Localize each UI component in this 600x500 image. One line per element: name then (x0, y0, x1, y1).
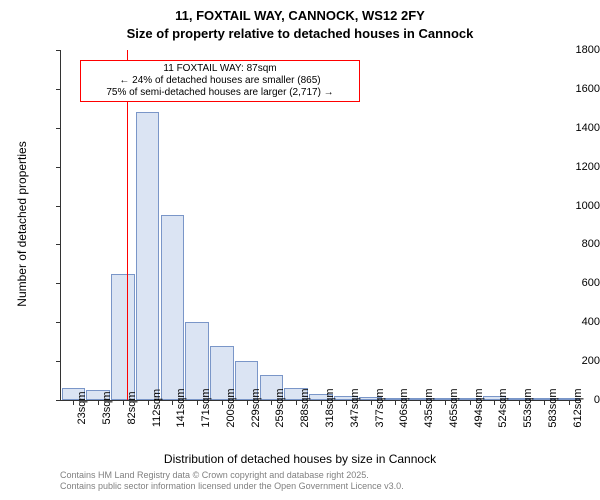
x-tick (247, 400, 248, 405)
x-tick (296, 400, 297, 405)
x-tick (73, 400, 74, 405)
y-tick (56, 128, 61, 129)
x-tick (395, 400, 396, 405)
x-tick-label: 288sqm (299, 388, 311, 427)
x-tick (371, 400, 372, 405)
x-tick-label: 406sqm (398, 388, 410, 427)
y-tick (56, 89, 61, 90)
y-tick (56, 50, 61, 51)
x-tick-label: 229sqm (250, 388, 262, 427)
x-tick (420, 400, 421, 405)
chart-container: 11, FOXTAIL WAY, CANNOCK, WS12 2FY Size … (0, 0, 600, 500)
x-tick-label: 112sqm (151, 389, 163, 427)
x-tick-label: 377sqm (374, 388, 386, 427)
y-tick (56, 361, 61, 362)
x-tick-label: 200sqm (225, 388, 237, 427)
x-tick-label: 347sqm (349, 388, 361, 427)
histogram-bar (136, 112, 160, 400)
x-tick (470, 400, 471, 405)
y-tick (56, 244, 61, 245)
y-tick-label: 600 (550, 277, 600, 289)
x-tick-label: 435sqm (423, 388, 435, 427)
x-tick-label: 553sqm (522, 388, 534, 427)
x-tick-label: 612sqm (572, 388, 584, 427)
y-tick-label: 1000 (550, 200, 600, 212)
y-tick-label: 1800 (550, 44, 600, 56)
x-tick (172, 400, 173, 405)
x-tick-label: 23sqm (76, 391, 88, 424)
x-tick-label: 318sqm (324, 388, 336, 427)
plot-area (60, 50, 581, 401)
x-tick (123, 400, 124, 405)
y-tick (56, 322, 61, 323)
y-tick-label: 200 (550, 355, 600, 367)
chart-title-line2: Size of property relative to detached ho… (0, 26, 600, 41)
y-tick-label: 800 (550, 238, 600, 250)
footer: Contains HM Land Registry data © Crown c… (60, 470, 404, 492)
x-tick (445, 400, 446, 405)
x-tick-label: 82sqm (126, 391, 138, 424)
footer-line1: Contains HM Land Registry data © Crown c… (60, 470, 404, 481)
x-tick (222, 400, 223, 405)
histogram-bar (161, 215, 185, 400)
property-marker-line (127, 50, 128, 400)
y-tick (56, 206, 61, 207)
y-tick-label: 400 (550, 316, 600, 328)
x-tick (148, 400, 149, 405)
x-tick (544, 400, 545, 405)
y-tick (56, 400, 61, 401)
x-tick-label: 141sqm (175, 388, 187, 427)
annotation-line1: 11 FOXTAIL WAY: 87sqm (85, 63, 355, 75)
histogram-bar (111, 274, 135, 400)
x-tick (98, 400, 99, 405)
y-tick (56, 167, 61, 168)
x-tick (321, 400, 322, 405)
x-tick-label: 53sqm (101, 391, 113, 424)
x-tick (494, 400, 495, 405)
x-tick-label: 494sqm (473, 388, 485, 427)
y-tick-label: 1600 (550, 83, 600, 95)
x-tick-label: 583sqm (547, 388, 559, 427)
x-axis-label: Distribution of detached houses by size … (0, 452, 600, 466)
y-tick-label: 1200 (550, 161, 600, 173)
x-tick-label: 171sqm (200, 388, 212, 427)
x-tick-label: 259sqm (274, 388, 286, 427)
footer-line2: Contains public sector information licen… (60, 481, 404, 492)
x-tick (271, 400, 272, 405)
y-tick (56, 283, 61, 284)
x-tick-label: 524sqm (497, 388, 509, 427)
x-tick (346, 400, 347, 405)
x-tick (197, 400, 198, 405)
y-tick-label: 1400 (550, 122, 600, 134)
x-tick (519, 400, 520, 405)
y-axis-label: Number of detached properties (15, 124, 29, 324)
chart-title-line1: 11, FOXTAIL WAY, CANNOCK, WS12 2FY (0, 8, 600, 23)
x-tick-label: 465sqm (448, 388, 460, 427)
annotation-line3: 75% of semi-detached houses are larger (… (85, 87, 355, 99)
annotation-line2: ← 24% of detached houses are smaller (86… (85, 75, 355, 87)
annotation-box: 11 FOXTAIL WAY: 87sqm ← 24% of detached … (80, 60, 360, 102)
